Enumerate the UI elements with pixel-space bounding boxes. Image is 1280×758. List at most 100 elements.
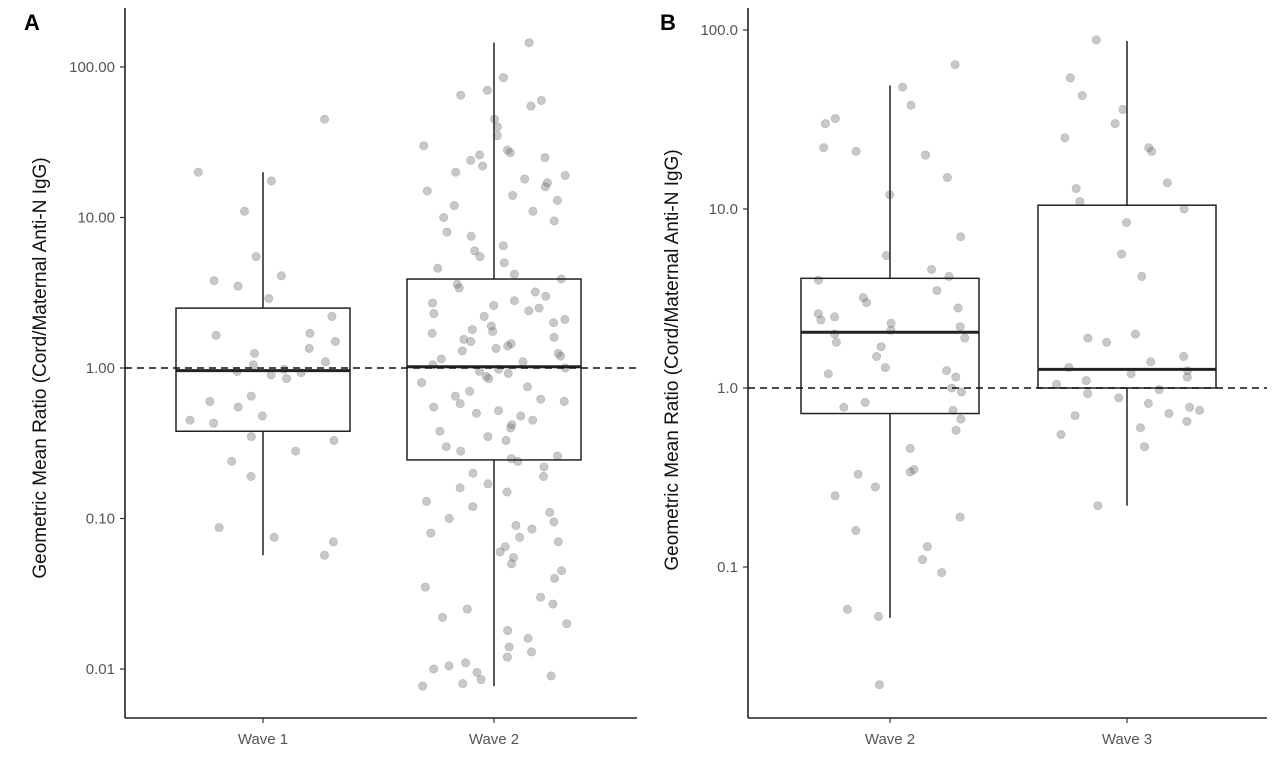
data-point <box>860 397 870 407</box>
data-point <box>948 405 958 415</box>
data-point <box>552 195 562 205</box>
data-point <box>956 414 966 424</box>
data-point <box>518 357 528 367</box>
data-point <box>830 114 840 124</box>
data-point <box>951 425 961 435</box>
data-point <box>506 423 516 433</box>
data-point <box>417 378 427 388</box>
data-point <box>264 293 274 303</box>
data-point <box>922 542 932 552</box>
data-point <box>327 311 337 321</box>
box <box>406 278 582 461</box>
data-point <box>457 346 467 356</box>
data-point <box>552 451 562 461</box>
data-point <box>528 206 538 216</box>
data-point <box>418 681 428 691</box>
data-point <box>185 415 195 425</box>
data-point <box>536 95 546 105</box>
data-point <box>471 408 481 418</box>
data-point <box>209 276 219 286</box>
data-point <box>1052 379 1062 389</box>
data-point <box>873 611 883 621</box>
data-point <box>905 467 915 477</box>
box <box>800 277 980 415</box>
data-point <box>456 446 466 456</box>
data-point <box>475 252 485 262</box>
data-point <box>515 532 525 542</box>
data-point <box>536 394 546 404</box>
data-point <box>455 483 465 493</box>
data-point <box>251 252 261 262</box>
data-point <box>240 206 250 216</box>
data-point <box>452 279 462 289</box>
data-point <box>488 326 498 336</box>
data-point <box>491 343 501 353</box>
data-point <box>1070 411 1080 421</box>
data-point <box>523 633 533 643</box>
data-point <box>876 342 886 352</box>
data-point <box>862 298 872 308</box>
data-point <box>429 664 439 674</box>
x-tick-label: Wave 3 <box>1102 731 1152 748</box>
data-point <box>816 315 826 325</box>
data-point <box>538 471 548 481</box>
data-point <box>851 146 861 156</box>
data-point <box>1179 351 1189 361</box>
data-point <box>472 667 482 677</box>
data-point <box>508 191 518 201</box>
data-point <box>429 402 439 412</box>
data-point <box>435 426 445 436</box>
data-point <box>304 343 314 353</box>
data-point <box>858 293 868 303</box>
data-point <box>502 652 512 662</box>
data-point <box>493 406 503 416</box>
data-point <box>438 612 448 622</box>
data-point <box>330 336 340 346</box>
data-point <box>549 517 559 527</box>
data-point <box>436 354 446 364</box>
data-point <box>1118 104 1128 114</box>
data-point <box>1122 218 1132 228</box>
data-point <box>486 321 496 331</box>
data-point <box>550 573 560 583</box>
data-point <box>484 374 494 384</box>
data-point <box>1060 133 1070 143</box>
data-point <box>1102 337 1112 347</box>
data-point <box>1147 146 1157 156</box>
data-point <box>524 38 534 48</box>
data-point <box>489 300 499 310</box>
data-point <box>467 325 477 335</box>
data-point <box>482 85 492 95</box>
data-point <box>479 311 489 321</box>
data-point <box>492 122 502 132</box>
data-point <box>1146 357 1156 367</box>
data-point <box>421 496 431 506</box>
data-point <box>450 391 460 401</box>
data-point <box>1065 73 1075 83</box>
data-point <box>248 360 258 370</box>
data-point <box>851 525 861 535</box>
data-point <box>451 167 461 177</box>
data-point <box>426 528 436 538</box>
data-point <box>1143 398 1153 408</box>
data-point <box>507 420 517 430</box>
data-point <box>506 339 516 349</box>
data-point <box>937 568 947 578</box>
data-point <box>953 303 963 313</box>
panel-a-letter: A <box>24 10 40 35</box>
data-point <box>462 604 472 614</box>
data-point <box>483 479 493 489</box>
data-point <box>1117 249 1127 259</box>
y-tick-label: 1.00 <box>86 360 115 377</box>
data-point <box>214 523 224 533</box>
data-point <box>820 119 830 129</box>
data-point <box>513 456 523 466</box>
data-point <box>880 363 890 373</box>
data-point <box>442 227 452 237</box>
data-point <box>956 232 966 242</box>
data-point <box>281 374 291 384</box>
panel-b: B Geometric Mean Ratio (Cord/Maternal An… <box>660 8 1267 748</box>
data-point <box>468 468 478 478</box>
data-point <box>549 216 559 226</box>
